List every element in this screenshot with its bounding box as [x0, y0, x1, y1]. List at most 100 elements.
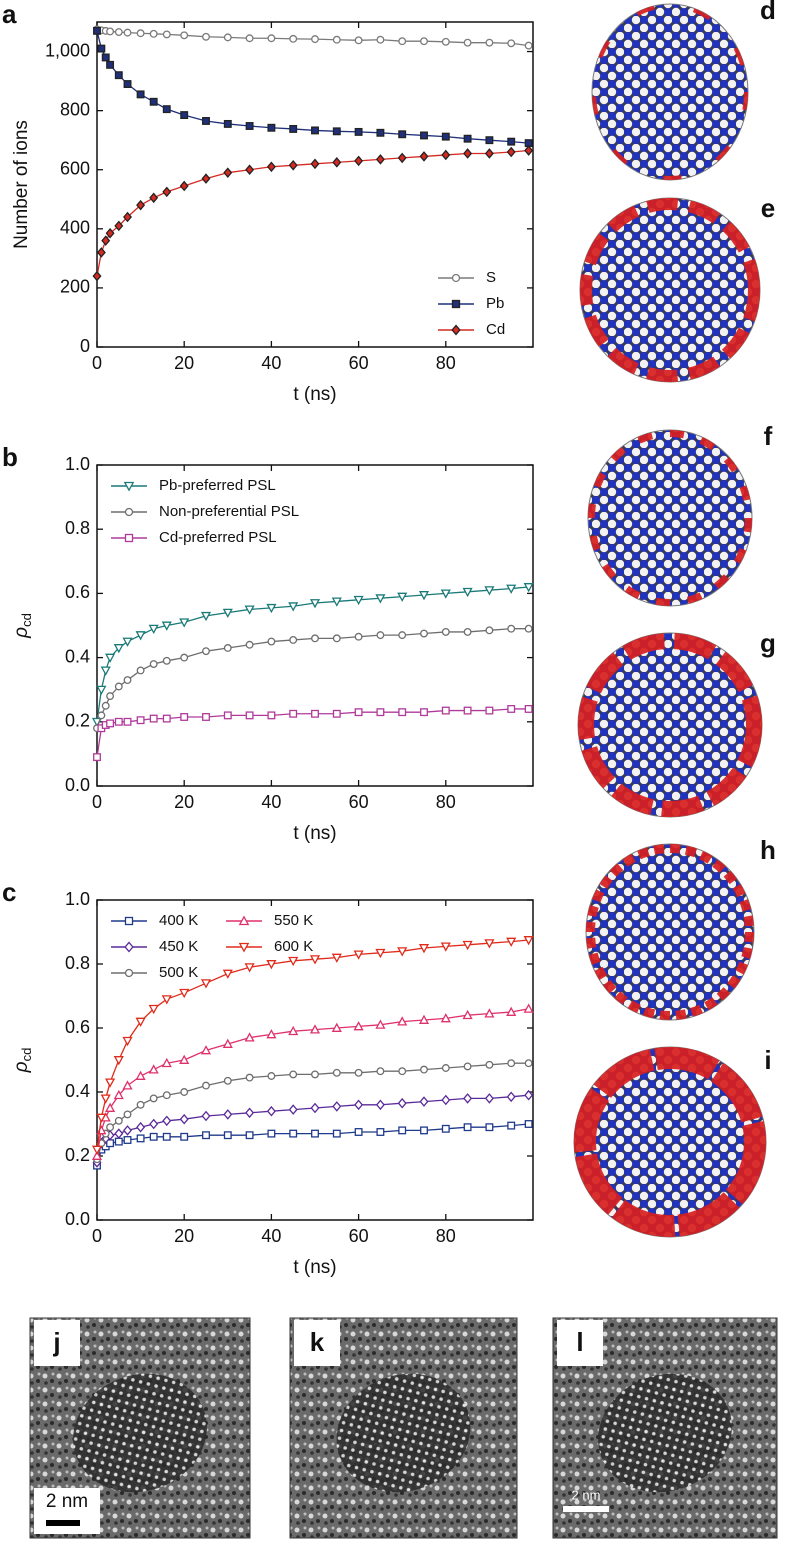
marker	[485, 1123, 494, 1132]
marker	[506, 937, 517, 947]
marker	[245, 640, 254, 649]
marker	[136, 29, 145, 38]
marker	[441, 132, 450, 141]
nanocrystal-shell	[586, 844, 754, 1020]
marker	[267, 34, 276, 43]
nanocrystal-shell	[580, 198, 760, 382]
marker	[354, 36, 363, 45]
marker	[223, 33, 232, 42]
y-axis-label-main: ρ	[11, 627, 32, 639]
marker	[485, 1060, 494, 1069]
marker	[419, 1096, 429, 1107]
marker	[397, 1097, 407, 1109]
marker	[180, 1088, 189, 1096]
marker	[485, 626, 494, 635]
marker	[440, 589, 451, 599]
marker	[105, 1078, 116, 1088]
y-tick-label: 0.2	[65, 711, 90, 731]
nanocrystal-shell	[574, 1047, 766, 1237]
y-tick-label: 600	[60, 158, 90, 178]
marker	[114, 1128, 124, 1139]
marker	[162, 1132, 171, 1141]
marker	[222, 608, 233, 618]
marker	[202, 1081, 210, 1090]
marker	[463, 706, 472, 715]
y-tick-label: 0.6	[65, 1017, 90, 1037]
marker	[418, 944, 430, 954]
marker	[267, 1072, 276, 1080]
marker	[161, 621, 172, 631]
marker	[376, 1128, 385, 1136]
marker	[244, 963, 255, 973]
marker	[113, 644, 124, 654]
marker	[441, 1064, 450, 1072]
marker	[309, 599, 321, 609]
panel-label: e	[761, 193, 775, 223]
marker	[288, 956, 299, 967]
marker	[311, 35, 319, 44]
panel-label: j	[52, 1327, 60, 1357]
marker	[92, 270, 102, 282]
y-tick-label: 0.0	[65, 1209, 90, 1229]
legend-marker	[238, 915, 250, 926]
marker	[310, 158, 320, 170]
marker	[353, 950, 364, 960]
marker	[161, 995, 172, 1005]
y-tick-label: 0.4	[65, 646, 90, 666]
marker	[420, 629, 428, 638]
marker	[266, 161, 276, 173]
x-axis-label: t (ns)	[293, 384, 336, 405]
y-tick-label: 0	[80, 336, 90, 356]
marker	[222, 969, 233, 979]
marker	[201, 1110, 211, 1122]
y-tick-label: 800	[60, 99, 90, 119]
marker	[162, 30, 171, 39]
marker	[289, 1070, 298, 1079]
marker	[266, 1029, 277, 1039]
plot-frame	[96, 899, 534, 1221]
marker	[180, 31, 189, 40]
marker	[397, 1016, 408, 1026]
marker	[420, 708, 428, 717]
legend-marker	[451, 324, 461, 336]
marker	[507, 705, 516, 713]
marker	[223, 711, 232, 720]
x-tick-label: 60	[349, 353, 369, 373]
marker	[375, 1099, 385, 1111]
marker	[463, 627, 472, 636]
marker	[419, 151, 429, 162]
legend-marker	[124, 968, 134, 978]
marker	[462, 940, 473, 951]
marker	[309, 955, 321, 965]
y-tick-label: 0.6	[65, 582, 90, 602]
marker	[161, 1057, 172, 1068]
marker	[162, 1091, 171, 1100]
marker	[331, 953, 342, 963]
marker	[332, 634, 341, 643]
marker	[506, 1091, 516, 1103]
marker	[397, 947, 408, 957]
marker	[114, 717, 123, 726]
marker	[202, 713, 210, 721]
marker	[106, 1123, 115, 1132]
legend-label: Cd-preferred PSL	[159, 529, 277, 546]
marker	[162, 1115, 172, 1127]
marker	[523, 583, 534, 593]
marker	[353, 595, 364, 606]
marker	[484, 586, 495, 596]
marker	[101, 701, 110, 710]
marker	[375, 1019, 386, 1029]
y-tick-label: 1.0	[65, 889, 90, 909]
marker	[202, 117, 210, 125]
marker	[202, 32, 210, 41]
marker	[332, 1129, 341, 1138]
marker	[266, 960, 277, 970]
y-tick-label: 0.8	[65, 518, 90, 538]
x-tick-label: 20	[174, 353, 194, 373]
marker	[106, 719, 115, 728]
panel-label: c	[2, 877, 16, 907]
marker	[149, 29, 158, 38]
marker	[289, 1129, 298, 1138]
label-box	[294, 1320, 340, 1366]
panel-label: h	[760, 835, 776, 865]
